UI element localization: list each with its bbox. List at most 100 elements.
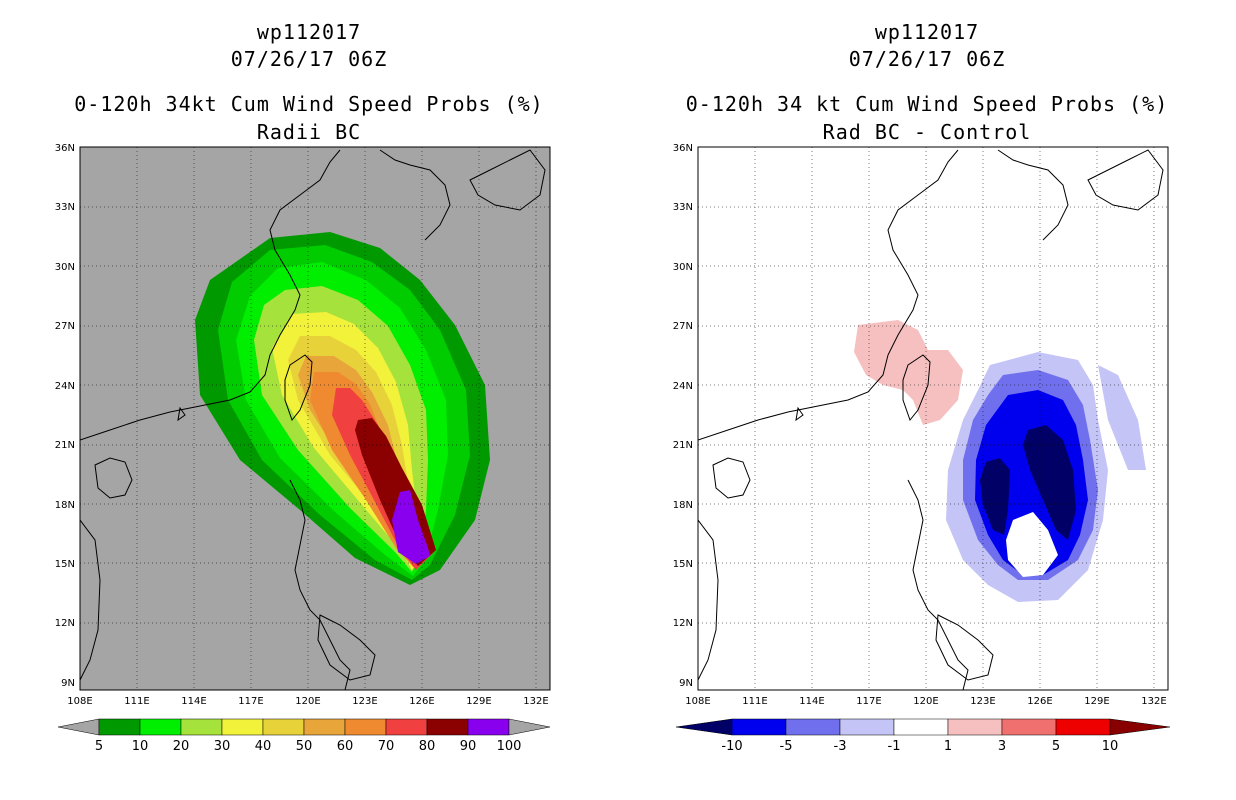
colorbar-high-arrow (1109, 718, 1171, 736)
colorbar-swatch (180, 718, 223, 736)
product-title: 0-120h 34 kt Cum Wind Speed Probs (%) (685, 92, 1169, 116)
colorbar-swatch (426, 718, 469, 736)
lat-label: 21N (55, 440, 75, 451)
product-title: 0-120h 34kt Cum Wind Speed Probs (%) (74, 92, 544, 116)
lat-label: 15N (673, 559, 693, 570)
lat-labels: 36N 33N 30N 27N 24N 21N 18N 15N 12N 9N (55, 143, 75, 689)
lon-label: 108E (685, 696, 710, 707)
lat-label: 27N (55, 321, 75, 332)
lon-label: 129E (1084, 696, 1109, 707)
colorbar-label: 50 (296, 739, 313, 754)
lat-label: 33N (55, 202, 75, 213)
lon-label: 120E (295, 696, 320, 707)
lat-label: 30N (55, 262, 75, 273)
lon-label: 123E (352, 696, 377, 707)
lat-label: 18N (55, 500, 75, 511)
colorbar-label: 90 (460, 739, 477, 754)
lat-label: 12N (55, 618, 75, 629)
datetime: 07/26/17 06Z (848, 47, 1006, 71)
lat-label: 36N (55, 143, 75, 154)
lat-label: 15N (55, 559, 75, 570)
lat-label: 12N (673, 618, 693, 629)
map-frame (79, 146, 551, 691)
lon-label: 117E (238, 696, 263, 707)
lon-labels: 108E 111E 114E 117E 120E 123E 126E 129E … (67, 696, 548, 707)
lon-label: 114E (181, 696, 206, 707)
lon-label: 129E (466, 696, 491, 707)
colorbar-swatch (947, 718, 1003, 736)
colorbar-swatch (303, 718, 346, 736)
colorbar-label: 70 (378, 739, 395, 754)
prob-map: 36N 33N 30N 27N 24N 21N 18N 15N 12N 9N 1… (55, 143, 551, 754)
lat-label: 27N (673, 321, 693, 332)
storm-id: wp112017 (874, 20, 980, 44)
colorbar-label: 10 (1102, 739, 1119, 754)
colorbar-swatch (1055, 718, 1111, 736)
coastlines (80, 149, 546, 690)
lon-label: 111E (124, 696, 149, 707)
colorbar-labels: -10 -5 -3 -1 1 3 5 10 (721, 739, 1118, 754)
datetime: 07/26/17 06Z (230, 47, 388, 71)
colorbar-swatch (893, 718, 949, 736)
lat-label: 24N (673, 381, 693, 392)
colorbar-swatch (262, 718, 305, 736)
lat-label: 9N (61, 678, 75, 689)
lon-label: 132E (1141, 696, 1166, 707)
lon-label: 126E (409, 696, 434, 707)
colorbar-label: 80 (419, 739, 436, 754)
right-panel: wp112017 07/26/17 06Z 0-120h 34 kt Cum W… (618, 0, 1236, 800)
lon-label: 132E (523, 696, 548, 707)
lon-label: 123E (970, 696, 995, 707)
diff-map: 36N 33N 30N 27N 24N 21N 18N 15N 12N 9N 1… (673, 143, 1171, 754)
colorbar-low-arrow (675, 718, 733, 736)
colorbar-label: -10 (721, 739, 742, 754)
lon-label: 120E (913, 696, 938, 707)
lon-label: 126E (1027, 696, 1052, 707)
lat-labels: 36N 33N 30N 27N 24N 21N 18N 15N 12N 9N (673, 143, 693, 689)
lon-label: 117E (856, 696, 881, 707)
colorbar-label: 40 (255, 739, 272, 754)
colorbar-swatch (385, 718, 428, 736)
colorbar (675, 718, 1171, 736)
lat-label: 18N (673, 500, 693, 511)
colorbar-swatch (839, 718, 895, 736)
lon-label: 108E (67, 696, 92, 707)
colorbar-label: 60 (337, 739, 354, 754)
colorbar-label: -5 (780, 739, 793, 754)
colorbar (57, 718, 551, 736)
coastlines (698, 149, 1164, 690)
colorbar-swatch (139, 718, 182, 736)
lat-label: 21N (673, 440, 693, 451)
colorbar-labels: 5 10 20 30 40 50 60 70 80 90 100 (95, 739, 522, 754)
map-frame (697, 146, 1169, 691)
colorbar-low-arrow (57, 718, 100, 736)
lat-label: 36N (673, 143, 693, 154)
lon-label: 114E (799, 696, 824, 707)
probability-contours (195, 232, 490, 585)
colorbar-label: 5 (1052, 739, 1060, 754)
colorbar-label: 5 (95, 739, 103, 754)
colorbar-label: -3 (834, 739, 847, 754)
colorbar-swatch (344, 718, 387, 736)
colorbar-swatch (467, 718, 510, 736)
colorbar-swatch (221, 718, 264, 736)
lat-label: 9N (679, 678, 693, 689)
colorbar-label: 1 (944, 739, 952, 754)
colorbar-label: 3 (998, 739, 1006, 754)
lon-label: 111E (742, 696, 767, 707)
colorbar-label: 10 (132, 739, 149, 754)
colorbar-swatch (98, 718, 141, 736)
colorbar-label: 100 (497, 739, 522, 754)
colorbar-swatch (1001, 718, 1057, 736)
lat-label: 24N (55, 381, 75, 392)
colorbar-label: -1 (888, 739, 901, 754)
subtitle: Radii BC (256, 120, 362, 144)
lat-label: 30N (673, 262, 693, 273)
lat-label: 33N (673, 202, 693, 213)
colorbar-swatch (731, 718, 787, 736)
colorbar-high-arrow (508, 718, 551, 736)
colorbar-label: 30 (214, 739, 231, 754)
subtitle: Rad BC - Control (822, 120, 1032, 144)
lon-labels: 108E 111E 114E 117E 120E 123E 126E 129E … (685, 696, 1166, 707)
left-panel: wp112017 07/26/17 06Z 0-120h 34kt Cum Wi… (55, 20, 551, 754)
